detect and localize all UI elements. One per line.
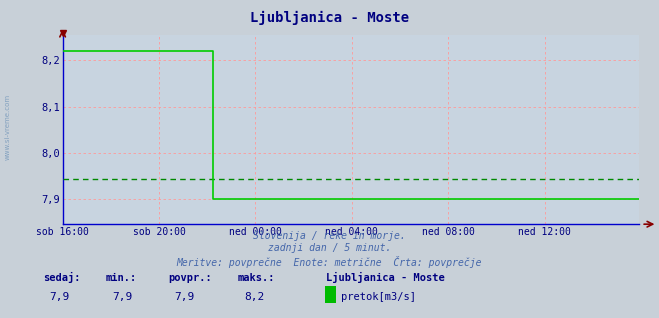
Text: www.si-vreme.com: www.si-vreme.com — [5, 94, 11, 160]
Text: 8,2: 8,2 — [244, 292, 264, 301]
Text: 7,9: 7,9 — [112, 292, 132, 301]
Text: pretok[m3/s]: pretok[m3/s] — [341, 292, 416, 301]
Text: min.:: min.: — [105, 273, 136, 283]
Text: Meritve: povprečne  Enote: metrične  Črta: povprečje: Meritve: povprečne Enote: metrične Črta:… — [177, 256, 482, 268]
Text: sedaj:: sedaj: — [43, 273, 80, 283]
Text: 7,9: 7,9 — [49, 292, 70, 301]
Text: Slovenija / reke in morje.: Slovenija / reke in morje. — [253, 231, 406, 240]
Text: 7,9: 7,9 — [175, 292, 195, 301]
Text: zadnji dan / 5 minut.: zadnji dan / 5 minut. — [268, 243, 391, 253]
Text: maks.:: maks.: — [237, 273, 275, 283]
Text: povpr.:: povpr.: — [168, 273, 212, 283]
Text: Ljubljanica - Moste: Ljubljanica - Moste — [250, 11, 409, 25]
Text: Ljubljanica - Moste: Ljubljanica - Moste — [326, 273, 445, 283]
